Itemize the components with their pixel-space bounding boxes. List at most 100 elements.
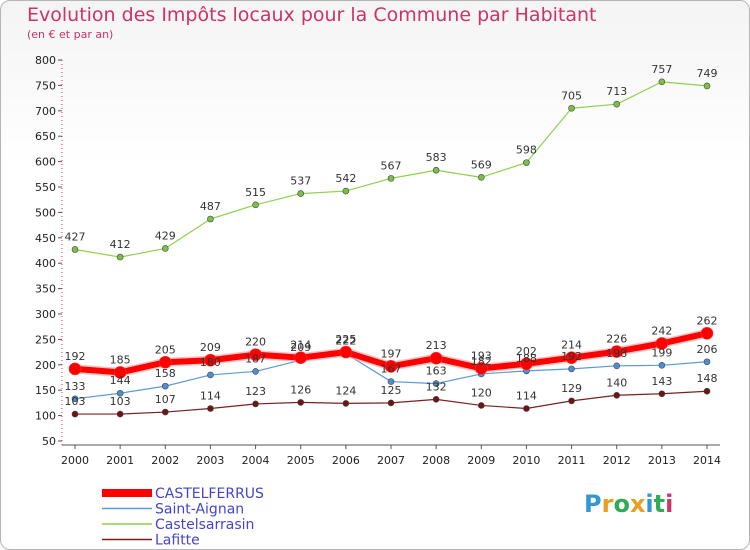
data-label-lafitte: 129: [561, 382, 582, 395]
x-tick-label: 2008: [422, 454, 450, 467]
data-label-castelsarrasin: 487: [200, 200, 221, 213]
data-point-castelsarrasin: [116, 253, 124, 261]
data-label-lafitte: 107: [155, 393, 176, 406]
x-tick-label: 2005: [287, 454, 315, 467]
data-point-lafitte: [658, 390, 666, 398]
data-label-castelferrus: 225: [335, 333, 356, 346]
data-point-castelferrus: [700, 327, 714, 340]
data-label-saint-aignan: 206: [697, 343, 718, 356]
x-tick-label: 2002: [151, 454, 179, 467]
data-point-lafitte: [703, 387, 711, 395]
y-tick-label: 750: [35, 79, 56, 92]
data-label-castelferrus: 220: [245, 336, 266, 349]
proxiti-logo: Proxiti: [584, 490, 673, 518]
data-label-saint-aignan: 144: [110, 374, 131, 387]
data-label-castelsarrasin: 537: [290, 175, 311, 188]
x-tick-label: 2003: [196, 454, 224, 467]
data-point-saint-aignan: [568, 365, 575, 373]
data-point-saint-aignan: [613, 362, 621, 370]
data-label-castelsarrasin: 427: [65, 230, 86, 243]
y-tick-label: 100: [35, 410, 56, 423]
data-label-castelsarrasin: 749: [697, 67, 718, 80]
data-point-lafitte: [568, 397, 575, 405]
x-tick-label: 2011: [558, 454, 586, 467]
x-tick-label: 2004: [242, 454, 270, 467]
data-point-lafitte: [387, 399, 395, 407]
logo-letter: o: [613, 490, 630, 518]
data-label-lafitte: 120: [471, 386, 492, 399]
data-point-saint-aignan: [387, 378, 395, 385]
data-point-castelsarrasin: [71, 246, 79, 253]
data-point-castelsarrasin: [387, 175, 395, 182]
data-point-saint-aignan: [71, 395, 79, 403]
data-label-saint-aignan: 158: [155, 367, 176, 380]
data-point-saint-aignan: [432, 380, 440, 387]
y-tick-label: 650: [35, 130, 56, 143]
data-point-lafitte: [297, 399, 305, 406]
data-point-lafitte: [477, 402, 485, 409]
data-point-castelsarrasin: [161, 245, 169, 252]
data-point-castelsarrasin: [252, 201, 259, 209]
data-label-castelferrus: 214: [290, 339, 311, 352]
data-point-saint-aignan: [658, 362, 666, 369]
x-tick-label: 2010: [512, 454, 540, 467]
data-label-castelferrus: 209: [200, 341, 221, 354]
x-tick-label: 2012: [603, 454, 631, 467]
data-label-lafitte: 126: [290, 383, 311, 396]
y-tick-label: 250: [35, 333, 56, 346]
data-label-castelsarrasin: 598: [516, 144, 537, 157]
data-point-castelsarrasin: [207, 215, 214, 223]
data-point-castelferrus: [429, 351, 443, 365]
logo-letter: i: [665, 490, 674, 518]
data-labels: 427 412 429 487 515 537 542 567 583 569 598 705 713 7…: [65, 63, 718, 408]
data-label-saint-aignan: 182: [471, 355, 492, 368]
data-point-castelsarrasin: [613, 100, 621, 108]
data-point-castelferrus: [520, 357, 533, 371]
data-point-castelsarrasin: [297, 190, 305, 197]
x-tick-label: 2000: [61, 454, 89, 467]
data-label-castelsarrasin: 412: [110, 238, 131, 251]
data-label-lafitte: 125: [381, 384, 402, 397]
data-point-castelsarrasin: [658, 78, 666, 86]
data-point-lafitte: [252, 400, 259, 408]
data-point-castelsarrasin: [703, 82, 711, 90]
data-label-castelsarrasin: 569: [471, 158, 492, 171]
data-point-saint-aignan: [161, 382, 169, 390]
legend: CASTELFERRUSSaint-AignanCastelsarrasinLa…: [102, 486, 264, 549]
data-label-castelsarrasin: 429: [155, 229, 176, 242]
data-point-castelsarrasin: [477, 174, 485, 181]
data-point-castelsarrasin: [432, 166, 440, 174]
logo-letter: i: [645, 490, 654, 518]
x-tick-label: 2007: [377, 454, 405, 467]
logo-letter: t: [653, 490, 666, 518]
data-label-castelsarrasin: 705: [561, 89, 582, 102]
data-label-saint-aignan: 133: [65, 380, 86, 393]
y-tick-label: 800: [35, 54, 56, 67]
data-point-castelferrus: [655, 337, 669, 350]
data-point-castelferrus: [384, 360, 398, 373]
data-label-castelsarrasin: 757: [651, 63, 672, 76]
data-point-castelferrus: [113, 366, 127, 379]
data-point-lafitte: [116, 410, 124, 418]
axes: 50 100 150 200 250 300 350 400 450 500 550 600 650 70…: [35, 54, 721, 467]
logo-letter: P: [584, 490, 602, 518]
data-label-saint-aignan: 163: [426, 365, 447, 378]
data-label-lafitte: 114: [516, 389, 537, 402]
data-label-castelsarrasin: 567: [381, 159, 402, 172]
data-label-castelferrus: 197: [381, 347, 402, 360]
data-point-saint-aignan: [703, 358, 711, 366]
data-point-castelferrus: [68, 362, 82, 376]
y-tick-label: 50: [42, 435, 56, 448]
data-label-castelsarrasin: 713: [606, 85, 627, 98]
data-label-lafitte: 103: [65, 395, 86, 408]
legend-label-saint-aignan: Saint-Aignan: [155, 502, 244, 518]
y-tick-label: 150: [35, 384, 56, 397]
data-label-castelsarrasin: 542: [335, 172, 356, 185]
x-tick-label: 2013: [648, 454, 676, 467]
data-label-lafitte: 123: [245, 385, 266, 398]
data-point-lafitte: [207, 405, 214, 412]
legend-label-castelsarrasin: Castelsarrasin: [155, 517, 254, 533]
data-point-lafitte: [432, 396, 440, 403]
chart-subtitle: (en € et par an): [27, 28, 114, 41]
